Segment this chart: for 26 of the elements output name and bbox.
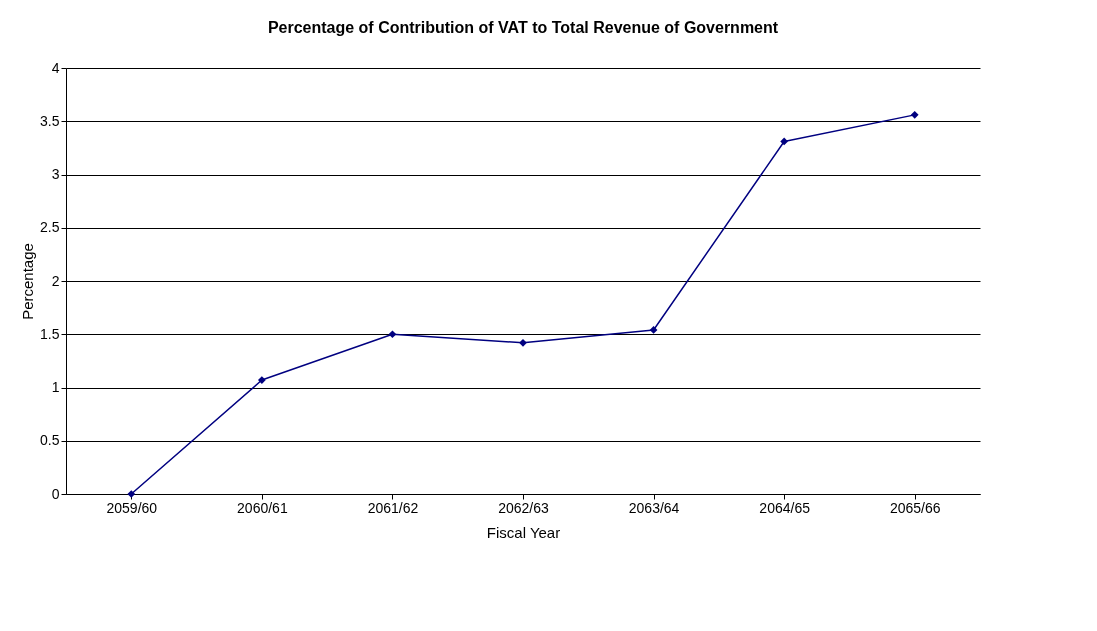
x-tick-label: 2061/62 [367, 499, 419, 516]
y-tick-label: 1 [51, 379, 60, 395]
point [519, 338, 527, 347]
y-tick-label: 2 [51, 272, 60, 289]
y-tick-label: 0.5 [40, 432, 60, 449]
x-tick-label: 2064/65 [759, 499, 811, 516]
x-tick-label: 2065/66 [889, 499, 941, 516]
chart-title: Percentage of Contribution of VAT to Total Revenue of Government [267, 19, 779, 36]
y-tick-label: 4 [51, 59, 60, 76]
y-tick-label: 0 [51, 485, 60, 502]
y-tick-label: 2.5 [40, 219, 60, 236]
point [257, 376, 266, 384]
point [910, 110, 919, 119]
x-axis-title: Fiscal Year [486, 523, 561, 541]
x-tick-label: 2063/64 [628, 499, 680, 516]
x-tick-label: 2059/60 [106, 499, 158, 516]
y-tick-label: 3 [51, 166, 60, 182]
point [388, 330, 397, 339]
point [649, 326, 658, 334]
y-axis-title: Percentage [19, 243, 37, 320]
point [780, 137, 789, 146]
x-tick-label: 2062/63 [498, 499, 550, 516]
y-tick-label: 3.5 [40, 112, 60, 129]
point [127, 490, 136, 498]
x-tick-label: 2060/61 [237, 499, 288, 516]
y-tick-label: 1.5 [40, 325, 60, 342]
